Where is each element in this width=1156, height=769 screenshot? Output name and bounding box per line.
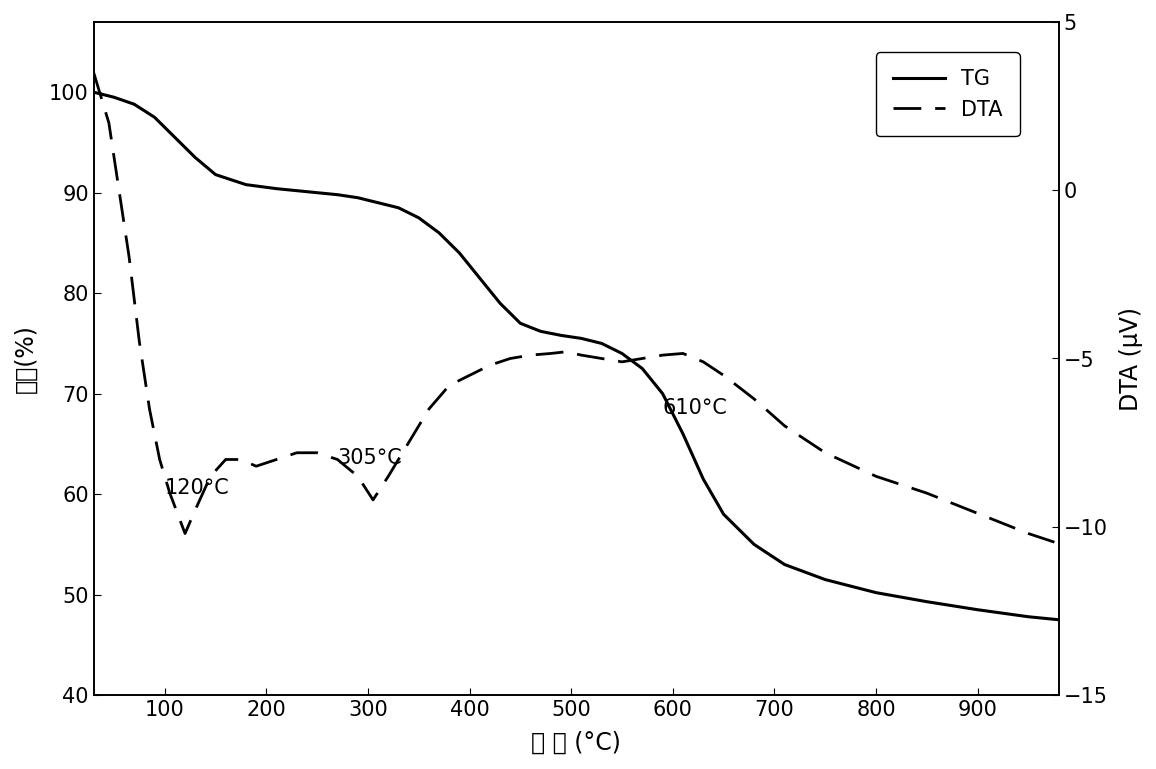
TG <box>513 318 527 328</box>
DTA <box>401 438 415 448</box>
TG <box>106 92 120 102</box>
DTA <box>524 351 538 360</box>
Text: 610°C: 610°C <box>662 398 727 418</box>
Y-axis label: DTA (μV): DTA (μV) <box>1118 307 1142 411</box>
DTA <box>777 421 791 431</box>
DTA <box>173 515 187 524</box>
DTA <box>142 404 156 414</box>
TG <box>655 389 669 398</box>
DTA <box>747 394 761 404</box>
DTA <box>717 371 731 380</box>
TG <box>675 429 689 438</box>
TG <box>452 248 466 258</box>
DTA <box>365 495 379 504</box>
TG <box>615 349 629 358</box>
TG <box>970 605 984 614</box>
DTA <box>218 455 232 464</box>
TG <box>635 364 649 373</box>
TG <box>492 298 506 308</box>
TG <box>299 187 313 196</box>
DTA <box>615 358 629 367</box>
DTA <box>123 253 136 262</box>
DTA <box>575 351 588 360</box>
DTA <box>310 448 324 458</box>
DTA <box>1051 539 1065 548</box>
DTA <box>102 118 116 128</box>
TG <box>717 510 731 519</box>
TG <box>391 203 405 212</box>
TG <box>239 180 253 189</box>
X-axis label: 温 度 (°C): 温 度 (°C) <box>531 731 621 755</box>
TG <box>168 133 181 142</box>
TG <box>747 540 761 549</box>
DTA <box>919 488 933 498</box>
TG <box>1021 612 1035 621</box>
TG <box>432 228 446 238</box>
TG <box>208 170 222 179</box>
TG <box>817 575 831 584</box>
DTA <box>350 471 364 481</box>
DTA <box>381 471 395 481</box>
TG <box>87 88 101 97</box>
TG <box>350 193 364 202</box>
TG <box>188 153 202 162</box>
DTA <box>178 529 192 538</box>
DTA <box>558 347 572 356</box>
TG <box>777 560 791 569</box>
Line: DTA: DTA <box>94 72 1058 544</box>
TG <box>919 597 933 606</box>
Legend: TG, DTA: TG, DTA <box>875 52 1018 136</box>
DTA <box>482 361 496 370</box>
DTA <box>970 509 984 518</box>
DTA <box>675 349 689 358</box>
TG <box>412 213 425 222</box>
DTA <box>269 455 283 464</box>
DTA <box>153 455 166 464</box>
TG <box>331 190 344 199</box>
DTA <box>503 354 517 363</box>
TG <box>269 184 283 193</box>
DTA <box>422 404 436 414</box>
DTA <box>203 471 217 481</box>
DTA <box>655 351 669 360</box>
DTA <box>817 448 831 458</box>
TG <box>127 100 141 109</box>
TG <box>1051 615 1065 624</box>
DTA <box>234 455 247 464</box>
DTA <box>543 349 557 358</box>
Y-axis label: 重量(%): 重量(%) <box>14 324 38 393</box>
DTA <box>290 448 304 458</box>
DTA <box>112 185 126 195</box>
DTA <box>1021 529 1035 538</box>
Line: TG: TG <box>94 92 1058 620</box>
DTA <box>635 354 649 363</box>
DTA <box>442 381 455 390</box>
TG <box>533 327 547 336</box>
TG <box>371 198 385 208</box>
DTA <box>249 461 262 471</box>
Text: 120°C: 120°C <box>164 478 229 498</box>
TG <box>696 474 710 484</box>
DTA <box>163 488 177 498</box>
DTA <box>594 354 608 363</box>
TG <box>575 334 588 343</box>
DTA <box>87 68 101 77</box>
DTA <box>462 371 476 380</box>
Text: 305°C: 305°C <box>338 448 402 468</box>
DTA <box>331 455 344 464</box>
TG <box>868 588 882 598</box>
TG <box>148 113 162 122</box>
DTA <box>868 471 882 481</box>
TG <box>473 274 487 283</box>
DTA <box>132 337 146 346</box>
DTA <box>696 358 710 367</box>
DTA <box>188 505 202 514</box>
TG <box>594 339 608 348</box>
TG <box>554 331 568 340</box>
